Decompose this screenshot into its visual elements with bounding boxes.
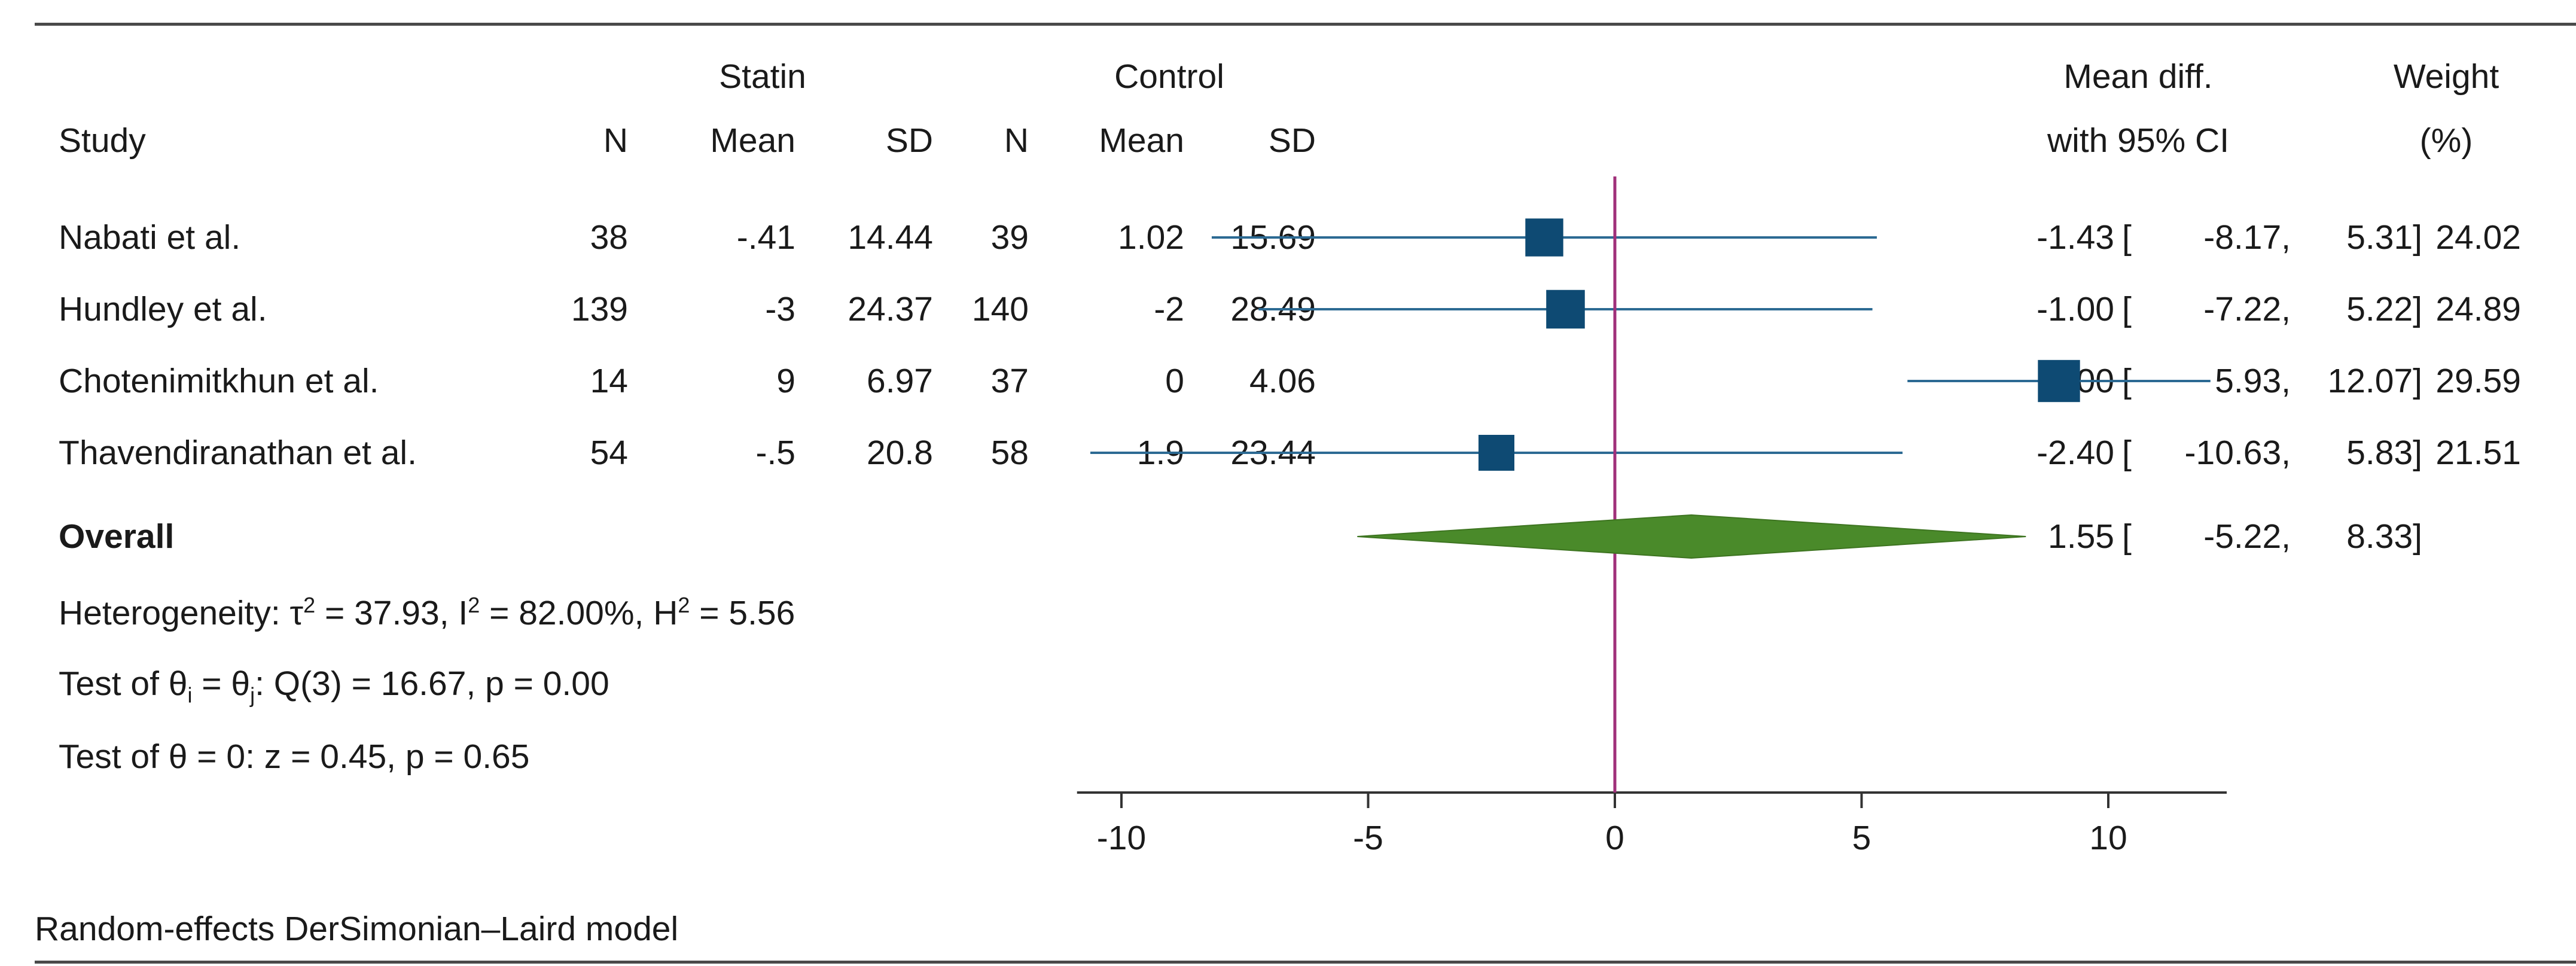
statin-n: 54 — [590, 434, 628, 472]
weight-value: 29.59 — [2435, 362, 2521, 400]
statin-mean-header: Mean — [710, 121, 795, 160]
weight-header-line1: Weight — [2393, 57, 2499, 96]
overall-label: Overall — [59, 517, 175, 556]
heterogeneity-stats: Heterogeneity: τ2 = 37.93, I2 = 82.00%, … — [59, 593, 795, 632]
study-estimate-square — [1546, 290, 1585, 329]
statin-mean: 9 — [776, 362, 795, 400]
control-sd: 4.06 — [1249, 362, 1316, 400]
mean-diff-header-line2: with 95% CI — [2047, 121, 2230, 160]
overall-ci-upper: 8.33] — [2346, 517, 2422, 556]
ci-lower: 5.93, — [2215, 362, 2291, 400]
statin-mean: -.41 — [736, 218, 795, 257]
overall-mean-diff: 1.55 — [2048, 517, 2114, 556]
bottom-rule — [35, 961, 2576, 964]
model-footnote: Random-effects DerSimonian–Laird model — [35, 910, 679, 948]
top-rule — [35, 23, 2576, 26]
overall-row: Overall 1.55 [ -5.22, 8.33] — [0, 510, 2576, 563]
study-estimate-square — [1478, 435, 1514, 471]
weight-value: 21.51 — [2435, 434, 2521, 472]
mean-diff: -2.40 — [2037, 434, 2114, 472]
ci-open-bracket: [ — [2122, 290, 2132, 328]
control-n-header: N — [1004, 121, 1029, 160]
study-row: Chotenimitkhun et al. 14 9 6.97 37 0 4.0… — [0, 354, 2576, 408]
study-estimate-square — [2038, 359, 2080, 403]
control-n: 140 — [971, 290, 1029, 328]
mean-diff-header-line1: Mean diff. — [2063, 57, 2213, 96]
statin-sd: 24.37 — [848, 290, 933, 328]
study-name: Chotenimitkhun et al. — [59, 362, 379, 400]
x-tick-label: 10 — [2089, 819, 2127, 857]
statin-n-header: N — [603, 121, 628, 160]
overall-ci-lower: -5.22, — [2203, 517, 2291, 556]
q-test-stats: Test of θi = θj: Q(3) = 16.67, p = 0.00 — [59, 665, 609, 708]
statin-mean: -3 — [765, 290, 795, 328]
ci-upper: 5.83] — [2346, 434, 2422, 472]
statin-mean: -.5 — [755, 434, 795, 472]
ci-lower: -8.17, — [2203, 218, 2291, 257]
ci-upper: 5.31] — [2346, 218, 2422, 257]
x-tick-label: 0 — [1605, 819, 1624, 857]
x-tick-label: 5 — [1852, 819, 1871, 857]
weight-header-line2: (%) — [2419, 121, 2473, 160]
statin-n: 38 — [590, 218, 628, 257]
study-row: Nabati et al. 38 -.41 14.44 39 1.02 15.6… — [0, 211, 2576, 264]
control-mean: 0 — [1165, 362, 1184, 400]
control-n: 58 — [990, 434, 1029, 472]
ci-open-bracket: [ — [2122, 434, 2132, 472]
statin-sd: 6.97 — [867, 362, 933, 400]
x-tick-label: -10 — [1097, 819, 1146, 857]
control-group-header: Control — [1114, 57, 1224, 96]
statin-n: 139 — [571, 290, 628, 328]
statin-sd-header: SD — [885, 121, 933, 160]
statin-group-header: Statin — [719, 57, 806, 96]
study-name: Nabati et al. — [59, 218, 241, 257]
weight-value: 24.89 — [2435, 290, 2521, 328]
statin-sd: 20.8 — [867, 434, 933, 472]
control-n: 39 — [990, 218, 1029, 257]
weight-value: 24.02 — [2435, 218, 2521, 257]
study-estimate-square — [1525, 218, 1563, 257]
study-name: Thavendiranathan et al. — [59, 434, 417, 472]
study-column-header: Study — [59, 121, 146, 160]
statin-sd: 14.44 — [848, 218, 933, 257]
ci-upper: 5.22] — [2346, 290, 2422, 328]
x-tick-label: -5 — [1353, 819, 1383, 857]
control-n: 37 — [990, 362, 1029, 400]
control-mean: 1.02 — [1118, 218, 1184, 257]
ci-lower: -10.63, — [2184, 434, 2291, 472]
study-row: Thavendiranathan et al. 54 -.5 20.8 58 1… — [0, 426, 2576, 480]
z-test-stats: Test of θ = 0: z = 0.45, p = 0.65 — [59, 738, 530, 776]
control-mean: -2 — [1154, 290, 1184, 328]
ci-open-bracket: [ — [2122, 517, 2132, 556]
statin-n: 14 — [590, 362, 628, 400]
control-mean-header: Mean — [1099, 121, 1184, 160]
ci-open-bracket: [ — [2122, 218, 2132, 257]
overall-diamond — [1357, 514, 2026, 559]
study-name: Hundley et al. — [59, 290, 267, 328]
ci-lower: -7.22, — [2203, 290, 2291, 328]
study-row: Hundley et al. 139 -3 24.37 140 -2 28.49… — [0, 282, 2576, 336]
mean-diff: -1.00 — [2037, 290, 2114, 328]
control-sd-header: SD — [1268, 121, 1316, 160]
mean-diff: -1.43 — [2037, 218, 2114, 257]
ci-upper: 12.07] — [2327, 362, 2422, 400]
